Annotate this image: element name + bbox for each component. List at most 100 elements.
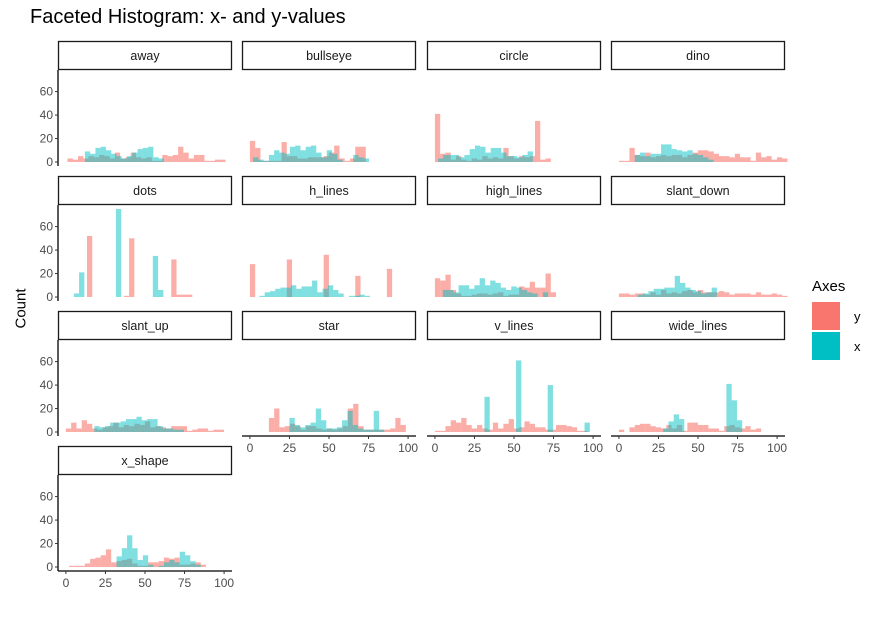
bar-y-wide_lines [697, 424, 704, 432]
bar-x-star [347, 410, 353, 432]
bar-x-dino [703, 157, 709, 162]
bar-y-slant_down [634, 293, 640, 297]
bar-x-h_lines [285, 287, 292, 297]
bar-x-x_shape [195, 564, 201, 567]
bar-y-v_lines [450, 420, 456, 432]
bar-x-slant_down [695, 291, 702, 297]
x-tick-label: 100 [767, 441, 787, 455]
bar-y-away [209, 160, 215, 162]
bar-y-dots [176, 294, 182, 297]
bar-x-dino [650, 153, 656, 162]
bar-x-away [116, 156, 122, 162]
bar-x-dino [639, 152, 646, 162]
bar-y-circle [434, 113, 441, 162]
bar-x-h_lines [338, 293, 344, 297]
facet-label-h_lines: h_lines [309, 184, 349, 198]
bar-x-slant_up [94, 426, 100, 432]
bar-y-bullseye [344, 160, 350, 162]
facet-label-wide_lines: wide_lines [668, 319, 727, 333]
bar-y-wide_lines [692, 422, 698, 432]
bar-x-high_lines [500, 287, 507, 297]
bar-x-dots [73, 293, 80, 297]
bar-y-x_shape [111, 562, 117, 567]
bar-x-circle [496, 147, 502, 162]
bar-x-h_lines [322, 288, 328, 297]
bar-y-slant_up [71, 422, 77, 432]
y-tick-label: 40 [40, 513, 54, 527]
y-tick-label: 0 [46, 155, 53, 169]
bar-x-high_lines [484, 285, 491, 297]
bar-y-slant_up [197, 428, 203, 432]
bar-y-wide_lines [703, 424, 709, 432]
x-tick-label: 0 [616, 441, 623, 455]
bar-y-star [284, 426, 290, 432]
bar-y-v_lines [577, 430, 583, 432]
bar-y-away [220, 159, 226, 162]
facet-strip [426, 40, 602, 71]
bar-x-h_lines [364, 295, 371, 297]
bar-x-v_lines [584, 422, 590, 432]
bar-y-star [274, 408, 280, 432]
y-tick-label: 0 [46, 290, 53, 304]
bar-y-h_lines [323, 254, 329, 297]
bar-y-dots [129, 238, 135, 297]
chart-title: Faceted Histogram: x- and y-values [30, 6, 346, 28]
bar-x-wide_lines [731, 400, 737, 432]
bar-x-bullseye [300, 150, 306, 162]
bar-y-dino [740, 157, 746, 162]
bar-x-away [105, 150, 112, 162]
bar-y-v_lines [571, 427, 578, 432]
bar-x-bullseye [337, 159, 343, 162]
bar-y-v_lines [455, 422, 462, 432]
bar-x-slant_down [706, 292, 712, 297]
bar-x-bullseye [263, 160, 269, 162]
bar-x-slant_up [131, 419, 137, 432]
bar-y-slant_up [86, 423, 93, 432]
bar-y-star [353, 403, 359, 432]
facet-strip [241, 310, 417, 341]
bar-y-slant_down [734, 293, 741, 297]
bar-x-bullseye [321, 157, 327, 162]
bar-x-circle [464, 154, 470, 162]
bar-x-high_lines [474, 285, 480, 297]
bar-x-dino [708, 159, 714, 162]
bar-y-circle [545, 158, 551, 162]
bar-y-v_lines [487, 429, 493, 432]
bar-y-bullseye [281, 142, 287, 162]
bar-y-away [204, 160, 210, 162]
bar-x-high_lines [521, 289, 528, 297]
bar-x-away [84, 151, 91, 162]
bar-y-away [167, 156, 173, 162]
bar-y-high_lines [550, 292, 557, 297]
bar-y-slant_down [718, 291, 725, 297]
bar-x-circle [438, 158, 444, 162]
bar-x-bullseye [274, 150, 280, 162]
y-tick-label: 60 [40, 355, 54, 369]
bar-y-away [172, 154, 179, 162]
bar-y-v_lines [445, 426, 451, 432]
bar-x-high_lines [442, 289, 449, 297]
bar-x-circle [469, 149, 475, 162]
bar-x-circle [527, 151, 533, 162]
bar-x-away [90, 153, 96, 162]
bar-y-star [395, 417, 401, 432]
bar-x-circle [453, 154, 460, 162]
bar-y-bullseye [355, 146, 361, 162]
bar-y-bullseye [360, 146, 366, 162]
bar-x-wide_lines [663, 428, 669, 432]
bar-y-x_shape [69, 565, 75, 567]
y-tick-label: 40 [40, 108, 54, 122]
bar-x-slant_up [168, 428, 174, 432]
y-tick-label: 20 [40, 402, 54, 416]
bar-y-wide_lines [650, 426, 656, 432]
bar-y-slant_up [76, 428, 82, 432]
bar-x-high_lines [542, 292, 549, 297]
bar-x-slant_up [162, 428, 169, 432]
bar-x-star [336, 427, 343, 432]
bar-x-away [137, 149, 143, 162]
bar-x-h_lines [348, 295, 355, 297]
y-tick-label: 60 [40, 490, 54, 504]
bar-x-away [95, 147, 101, 162]
bar-y-slant_down [755, 292, 762, 297]
bar-x-high_lines [532, 293, 538, 297]
